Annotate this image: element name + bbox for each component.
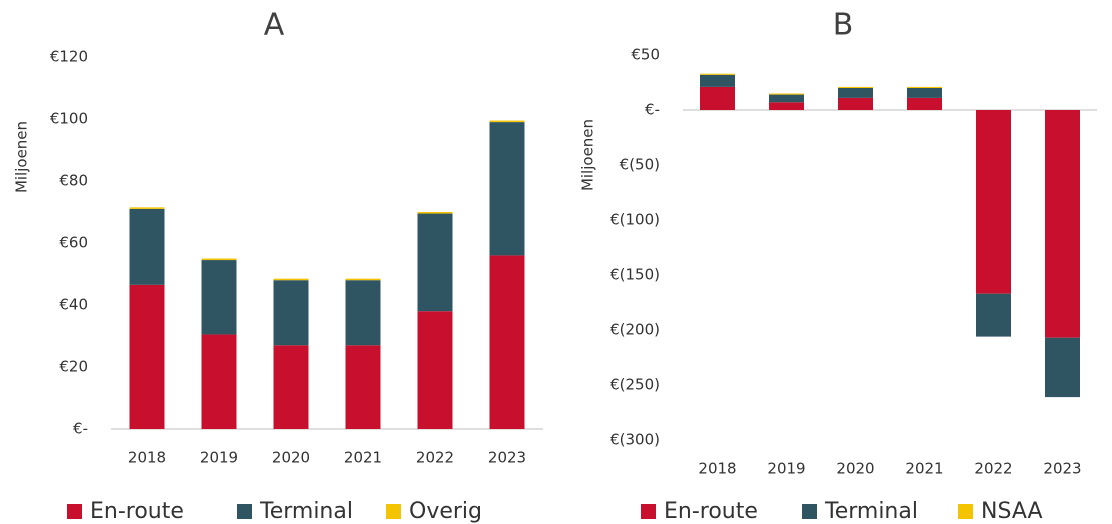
y-axis-label: Miljoenen bbox=[13, 121, 31, 193]
legend-label: Overig bbox=[409, 499, 482, 524]
x-tick-label: 2020 bbox=[836, 460, 874, 478]
x-tick-label: 2019 bbox=[767, 460, 805, 478]
bar-segment bbox=[769, 102, 804, 110]
y-tick-label: €- bbox=[73, 420, 88, 438]
legend-swatch bbox=[958, 504, 973, 519]
y-tick-label: €60 bbox=[59, 234, 88, 252]
y-tick-label: €100 bbox=[50, 110, 88, 128]
y-tick-label: €(100) bbox=[610, 211, 660, 229]
y-tick-label: €120 bbox=[50, 48, 88, 66]
x-tick-label: 2021 bbox=[344, 449, 382, 467]
x-tick-label: 2023 bbox=[488, 449, 526, 467]
y-tick-label: €(250) bbox=[610, 376, 660, 394]
bar-segment bbox=[273, 345, 309, 429]
y-tick-label: €20 bbox=[59, 358, 88, 376]
x-tick-label: 2021 bbox=[905, 460, 943, 478]
legend-label: En-route bbox=[664, 499, 758, 524]
bar-segment bbox=[976, 293, 1011, 337]
bar-segment bbox=[201, 260, 237, 335]
y-tick-label: €(300) bbox=[610, 431, 660, 449]
legend-label: Terminal bbox=[259, 499, 353, 524]
bar-segment bbox=[838, 86, 873, 88]
bar-segment bbox=[907, 88, 942, 98]
x-tick-label: 2018 bbox=[698, 460, 736, 478]
bar-segment bbox=[345, 280, 381, 346]
bar-segment bbox=[838, 97, 873, 110]
chart-title: B bbox=[833, 8, 854, 43]
bar-segment bbox=[201, 258, 237, 261]
legend-swatch bbox=[386, 504, 401, 519]
bar-segment bbox=[976, 110, 1011, 294]
bar-segment bbox=[345, 278, 381, 281]
bar-segment bbox=[1045, 110, 1080, 338]
x-tick-label: 2022 bbox=[416, 449, 454, 467]
legend-label: Terminal bbox=[824, 499, 918, 524]
x-tick-label: 2022 bbox=[974, 460, 1012, 478]
bar-segment bbox=[700, 86, 735, 110]
y-tick-label: €(50) bbox=[620, 156, 660, 174]
bar-segment bbox=[700, 74, 735, 87]
x-tick-label: 2023 bbox=[1043, 460, 1081, 478]
bar-segment bbox=[345, 345, 381, 429]
bar-segment bbox=[489, 120, 525, 123]
bar-segment bbox=[417, 212, 453, 214]
legend-label: NSAA bbox=[981, 499, 1043, 524]
bar-segment bbox=[769, 93, 804, 95]
bar-segment bbox=[129, 207, 165, 209]
y-tick-label: €40 bbox=[59, 296, 88, 314]
bar-segment bbox=[907, 97, 942, 110]
bar-segment bbox=[273, 278, 309, 281]
x-tick-label: 2020 bbox=[272, 449, 310, 467]
chart-title: A bbox=[264, 8, 285, 43]
y-tick-label: €- bbox=[645, 101, 660, 119]
legend-swatch bbox=[641, 504, 656, 519]
bar-segment bbox=[129, 208, 165, 285]
y-tick-label: €(200) bbox=[610, 321, 660, 339]
legend-swatch bbox=[802, 504, 817, 519]
legend-label: En-route bbox=[90, 499, 184, 524]
y-tick-label: €80 bbox=[59, 172, 88, 190]
y-axis-label: Miljoenen bbox=[579, 119, 597, 191]
legend-swatch bbox=[237, 504, 252, 519]
y-tick-label: €50 bbox=[631, 46, 660, 64]
bar-segment bbox=[1045, 337, 1080, 398]
legend-swatch bbox=[67, 504, 82, 519]
bar-segment bbox=[273, 280, 309, 346]
x-tick-label: 2018 bbox=[128, 449, 166, 467]
bar-segment bbox=[769, 94, 804, 103]
bar-segment bbox=[201, 334, 237, 429]
bar-segment bbox=[417, 213, 453, 312]
y-tick-label: €(150) bbox=[610, 266, 660, 284]
bar-segment bbox=[489, 122, 525, 256]
bar-segment bbox=[489, 255, 525, 429]
bar-segment bbox=[838, 88, 873, 98]
bar-segment bbox=[907, 86, 942, 88]
bar-segment bbox=[417, 311, 453, 429]
bar-segment bbox=[700, 73, 735, 75]
bar-segment bbox=[129, 284, 165, 429]
x-tick-label: 2019 bbox=[200, 449, 238, 467]
